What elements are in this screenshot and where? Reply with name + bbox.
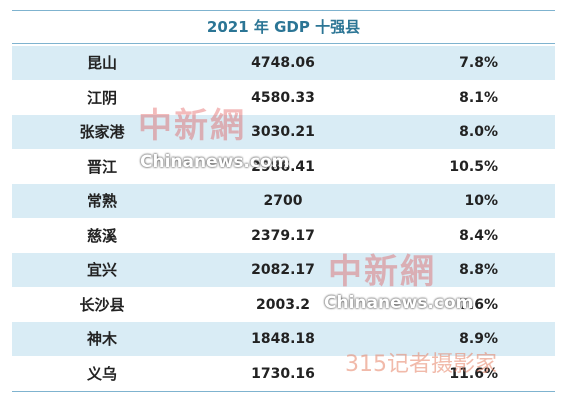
county-name: 宜兴 <box>86 261 117 279</box>
county-name: 江阴 <box>86 88 117 107</box>
county-name: 常熟 <box>86 192 117 210</box>
county-name: 长沙县 <box>79 295 125 314</box>
growth-rate: 8.0% <box>459 124 498 140</box>
table-row: 江阴 4580.33 8.1% <box>12 81 555 115</box>
gdp-value: 4580.33 <box>251 89 315 106</box>
county-name: 义乌 <box>86 364 117 383</box>
gdp-value: 2986.41 <box>251 158 315 175</box>
growth-rate: 8.1% <box>459 89 498 106</box>
table-row: 张家港 3030.21 8.0% <box>12 115 555 149</box>
growth-rate: 8.9% <box>459 331 498 347</box>
gdp-value: 2700 <box>263 193 303 209</box>
county-name: 昆山 <box>86 54 117 72</box>
growth-rate: 7.6% <box>459 296 498 313</box>
table-row: 义乌 1730.16 11.6% <box>12 357 555 391</box>
gdp-value: 2003.2 <box>255 296 311 313</box>
gdp-value: 3030.21 <box>251 124 315 140</box>
gdp-value: 2082.17 <box>251 262 315 278</box>
table-row: 慈溪 2379.17 8.4% <box>12 219 555 253</box>
table-row: 长沙县 2003.2 7.6% <box>12 288 555 322</box>
county-name: 神木 <box>86 330 117 348</box>
county-name: 慈溪 <box>86 226 117 245</box>
growth-rate: 7.8% <box>459 55 498 71</box>
growth-rate: 10.5% <box>449 158 498 175</box>
growth-rate: 10% <box>464 193 498 209</box>
gdp-value: 4748.06 <box>251 55 315 71</box>
table-row: 晋江 2986.41 10.5% <box>12 150 555 184</box>
growth-rate: 8.4% <box>459 227 498 244</box>
gdp-value: 1848.18 <box>251 331 315 347</box>
bottom-border <box>12 391 555 392</box>
table-row: 神木 1848.18 8.9% <box>12 322 555 356</box>
gdp-value: 1730.16 <box>251 365 315 382</box>
table-title: 2021 年 GDP 十强县 <box>12 10 555 44</box>
growth-rate: 11.6% <box>449 365 498 382</box>
table-row: 宜兴 2082.17 8.8% <box>12 253 555 287</box>
county-name: 张家港 <box>79 123 125 141</box>
gdp-value: 2379.17 <box>251 227 315 244</box>
county-name: 晋江 <box>86 157 117 176</box>
table-row: 常熟 2700 10% <box>12 184 555 218</box>
growth-rate: 8.8% <box>459 262 498 278</box>
table-row: 昆山 4748.06 7.8% <box>12 46 555 80</box>
